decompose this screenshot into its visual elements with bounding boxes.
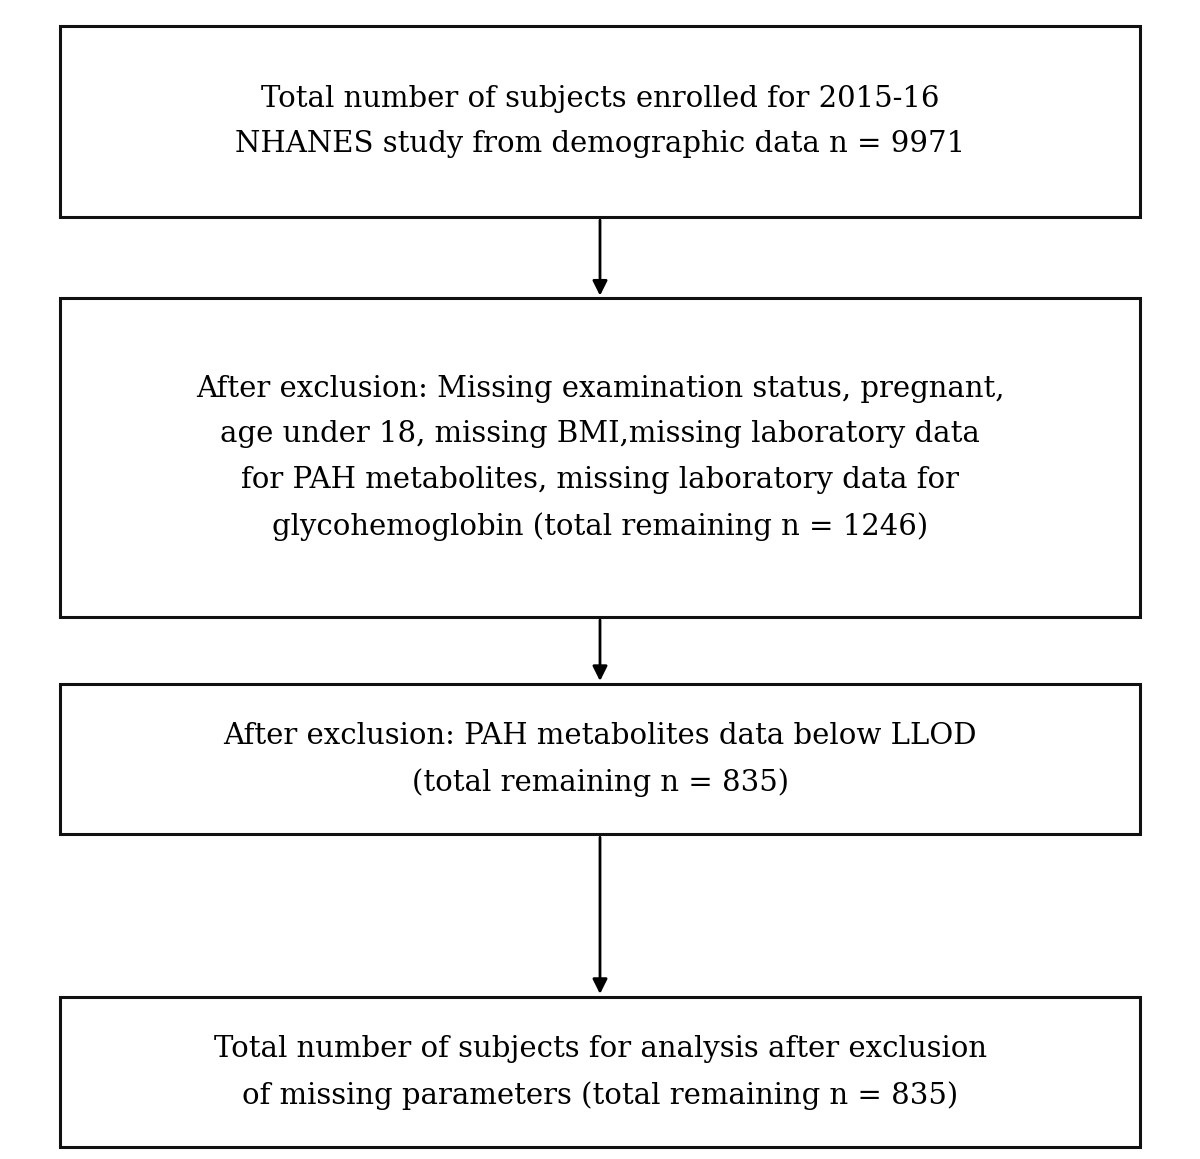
FancyBboxPatch shape <box>60 299 1140 617</box>
Text: After exclusion: Missing examination status, pregnant,
age under 18, missing BMI: After exclusion: Missing examination sta… <box>196 374 1004 541</box>
Text: Total number of subjects for analysis after exclusion
of missing parameters (tot: Total number of subjects for analysis af… <box>214 1035 986 1109</box>
Text: Total number of subjects enrolled for 2015-16
NHANES study from demographic data: Total number of subjects enrolled for 20… <box>235 85 965 159</box>
FancyBboxPatch shape <box>60 684 1140 834</box>
FancyBboxPatch shape <box>60 25 1140 218</box>
FancyBboxPatch shape <box>60 997 1140 1147</box>
Text: After exclusion: PAH metabolites data below LLOD
(total remaining n = 835): After exclusion: PAH metabolites data be… <box>223 722 977 796</box>
